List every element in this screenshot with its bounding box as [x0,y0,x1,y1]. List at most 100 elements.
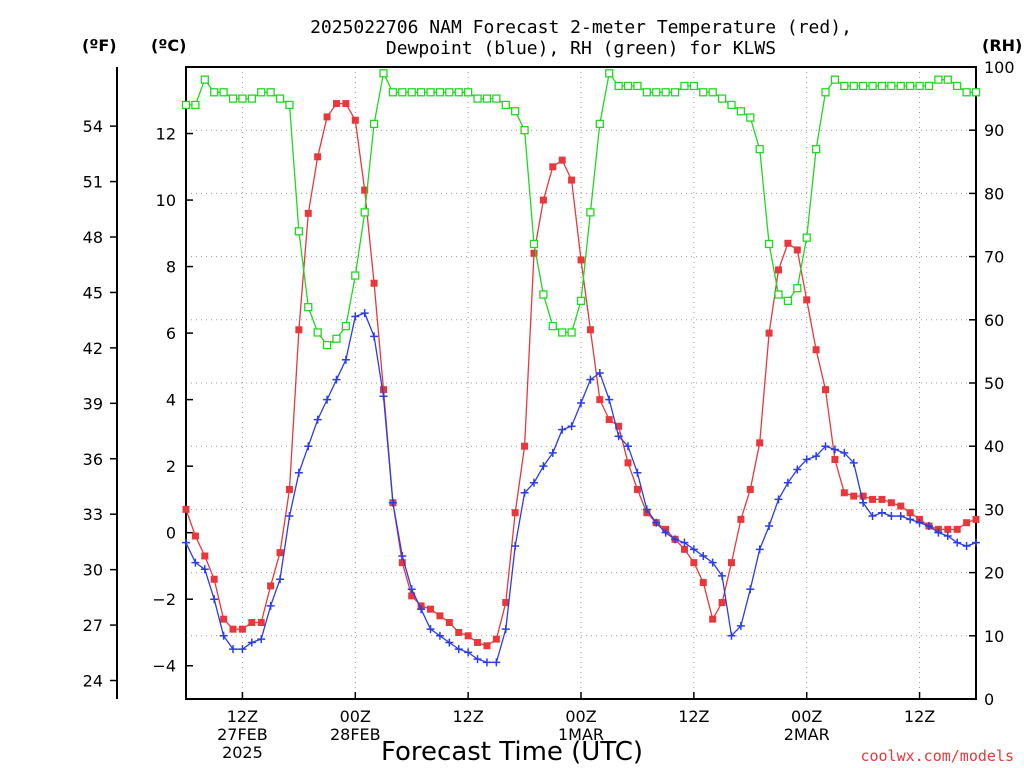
dewpoint-point [426,625,435,634]
rh-point [313,328,322,337]
x-tick-label: 00Z [791,707,822,726]
dewpoint-point [943,532,952,541]
temperature-point [521,442,529,450]
temperature-point [220,615,228,623]
temperature-point [492,635,500,643]
rh-point [736,107,746,116]
chart-title-line-2: Dewpoint (blue), RH (green) for KLWS [386,38,776,59]
rh-point [906,81,915,91]
rh-point [746,113,755,122]
rh-point [285,100,294,110]
dewpoint-point [435,631,444,640]
dewpoint-point [398,551,407,560]
rh-point [191,100,200,110]
dewpoint-point [783,478,792,487]
rh-point [454,88,463,97]
temperature-point [586,326,594,334]
celsius-tick-label: 6 [166,324,176,343]
rh-point [934,75,943,84]
dewpoint-point [915,518,924,527]
temperature-point [803,296,811,304]
dewpoint-point [548,448,557,457]
dewpoint-point [182,538,190,547]
fahrenheit-tick-label: 30 [83,561,103,580]
temperature-point [285,485,293,493]
dewpoint-point [849,458,858,467]
dewpoint-point [219,631,228,640]
dewpoint-point [191,558,200,567]
rh-point [661,88,670,97]
fahrenheit-tick-label: 48 [83,228,103,247]
temperature-point [765,329,773,337]
temperature-point [502,599,510,607]
dewpoint-point [633,468,642,477]
rh-point [388,88,398,97]
dewpoint-point [765,522,774,531]
dewpoint-point [360,309,369,318]
temperature-point [210,575,218,583]
dewpoint-point [699,551,708,560]
rh-point [680,81,689,91]
dewpoint-point [953,538,962,547]
dewpoint-point [934,528,943,537]
rh-point [407,88,416,97]
temperature-point [624,459,632,467]
rh-point [953,81,962,91]
temperature-point [605,416,613,424]
temperature-point [568,176,576,184]
temperature-point [539,196,547,204]
dewpoint-point [586,375,595,384]
dewpoint-point [304,442,313,451]
x-axis-label: Forecast Time (UTC) [381,737,643,767]
dewpoint-point [238,645,247,654]
rh-point [840,81,849,91]
temperature-point [182,505,190,513]
dewpoint-point [482,658,491,667]
temperature-point [746,485,754,493]
temperature-point [445,618,453,626]
fahrenheit-tick-label: 42 [83,339,103,358]
dewpoint-point [370,332,379,341]
dewpoint-point [445,638,454,647]
dewpoint-point [520,488,529,497]
dewpoint-point [755,545,764,554]
temperature-point [267,582,275,590]
temperature-point [831,456,839,464]
temperature-point [596,396,604,404]
temperature-point [680,545,688,553]
rh-tick-label: 90 [984,121,1004,140]
dewpoint-point [464,648,473,657]
dewpoint-point [802,455,811,464]
dewpoint-point [539,462,548,471]
axis-ticks: 010203040506070809010012Z27FEB202500Z28F… [83,58,1015,762]
dewpoint-point [379,392,388,401]
fahrenheit-tick-label: 45 [83,283,103,302]
dewpoint-point [501,625,510,634]
temperature-point [878,495,886,503]
rh-point [200,75,209,84]
rh-point [294,227,304,236]
temperature-point [201,552,209,560]
dewpoint-point [567,422,576,431]
rh-point [755,145,764,154]
dewpoint-point [614,432,623,441]
dewpoint-point [896,512,905,521]
dewpoint-point [972,538,980,547]
temperature-point [812,346,820,354]
rh-point [257,88,266,97]
temperature-point [257,618,265,626]
rh-point [341,321,351,331]
temperature-point [483,642,491,650]
rh-point [793,284,802,293]
rh-point [868,81,877,91]
temperature-point [633,485,641,493]
dewpoint-point [868,512,877,521]
x-tick-label: 12Z [678,707,709,726]
rh-point [633,81,642,91]
dewpoint-point [708,558,717,567]
temperature-point [690,559,698,567]
dewpoint-point [351,312,360,321]
rh-point [727,100,736,110]
dewpoint-point [605,395,614,404]
rh-point [605,69,614,78]
